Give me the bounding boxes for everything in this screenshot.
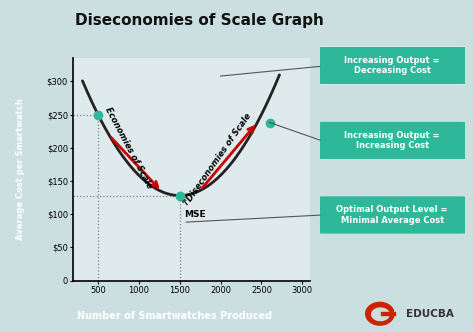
Polygon shape xyxy=(372,308,389,321)
Text: MSE: MSE xyxy=(182,199,206,219)
FancyBboxPatch shape xyxy=(316,121,469,159)
FancyBboxPatch shape xyxy=(316,46,469,85)
Polygon shape xyxy=(366,302,393,325)
Text: EDUCBA: EDUCBA xyxy=(406,309,454,319)
FancyBboxPatch shape xyxy=(316,196,469,234)
Text: Number of Smartwatches Produced: Number of Smartwatches Produced xyxy=(77,311,272,321)
Text: Optimal Output Level =
Minimal Average Cost: Optimal Output Level = Minimal Average C… xyxy=(337,205,448,225)
Text: Economies of Scale: Economies of Scale xyxy=(103,106,154,190)
Text: Increasing Output =
Increasing Cost: Increasing Output = Increasing Cost xyxy=(345,130,440,150)
Text: Diseconomies of Scale Graph: Diseconomies of Scale Graph xyxy=(74,13,324,28)
Text: Increasing Output =
Decreasing Cost: Increasing Output = Decreasing Cost xyxy=(345,56,440,75)
Text: Average Cost per Smartwatch: Average Cost per Smartwatch xyxy=(16,99,25,240)
Text: Diseconomies of Scale: Diseconomies of Scale xyxy=(185,112,253,204)
